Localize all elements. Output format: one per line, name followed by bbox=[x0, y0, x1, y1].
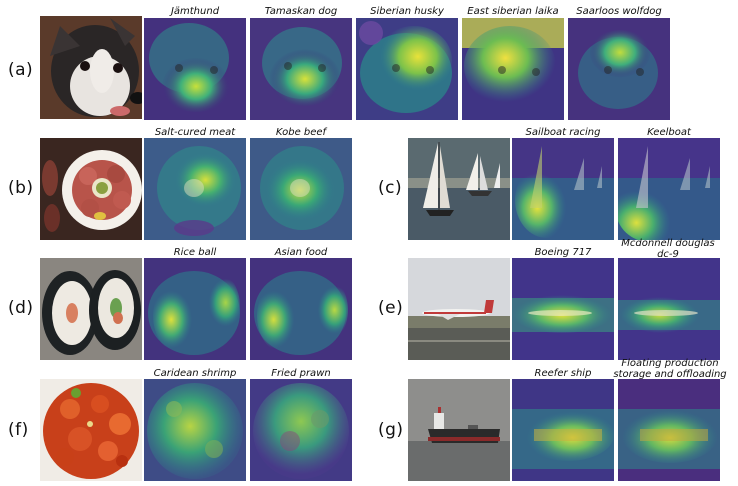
heatmap-caridean-shrimp bbox=[144, 379, 246, 481]
caption-caridean-shrimp: Caridean shrimp bbox=[153, 368, 237, 379]
caption-east-siberian-laika: East siberian laika bbox=[467, 6, 559, 17]
source-image-husky bbox=[40, 16, 142, 119]
panel-label-g: (g) bbox=[378, 420, 404, 440]
caption-boeing-717: Boeing 717 bbox=[534, 247, 592, 258]
caption-reefer-ship: Reefer ship bbox=[534, 368, 592, 379]
caption-floating-production-storage-and-offloading: Floating production storage and offloadi… bbox=[613, 358, 727, 380]
source-image-airplane bbox=[408, 258, 510, 360]
source-image-shrimp-dish bbox=[40, 379, 142, 481]
caption-keelboat: Keelboat bbox=[647, 127, 691, 138]
panel-label-c: (c) bbox=[378, 178, 403, 198]
caption-fried-prawn: Fried prawn bbox=[271, 368, 331, 379]
panel-label-b: (b) bbox=[8, 178, 34, 198]
source-image-meat-platter bbox=[40, 138, 142, 240]
heatmap-saarloos-wolfdog bbox=[568, 18, 670, 120]
caption-sailboat-racing: Sailboat racing bbox=[525, 127, 601, 138]
heatmap-fried-prawn bbox=[250, 379, 352, 481]
caption-jamthund: Jämthund bbox=[170, 6, 220, 17]
caption-kobe-beef: Kobe beef bbox=[275, 127, 327, 138]
panel-label-d: (d) bbox=[8, 298, 34, 318]
heatmap-asian-food bbox=[250, 258, 352, 360]
heatmap-jamthund bbox=[144, 18, 246, 120]
heatmap-kobe-beef bbox=[250, 138, 352, 240]
heatmap-east-siberian-laika bbox=[462, 18, 564, 120]
caption-salt-cured-meat: Salt-cured meat bbox=[154, 127, 236, 138]
caption-rice-ball: Rice ball bbox=[173, 247, 217, 258]
caption-asian-food: Asian food bbox=[274, 247, 328, 258]
heatmap-salt-cured-meat bbox=[144, 138, 246, 240]
heatmap-boeing-717 bbox=[512, 258, 614, 360]
caption-mcdonnell-douglas-dc-9: Mcdonnell douglas dc-9 bbox=[621, 238, 715, 260]
panel-label-a: (a) bbox=[8, 60, 34, 80]
heatmap-floating-production-storage-and-offloading bbox=[618, 379, 720, 481]
heatmap-mcdonnell-douglas-dc-9 bbox=[618, 258, 720, 360]
source-image-cargo-ship bbox=[408, 379, 510, 481]
caption-siberian-husky: Siberian husky bbox=[370, 6, 444, 17]
panel-label-e: (e) bbox=[378, 298, 404, 318]
heatmap-siberian-husky bbox=[356, 18, 458, 120]
caption-tamaskan-dog: Tamaskan dog bbox=[264, 6, 338, 17]
heatmap-keelboat bbox=[618, 138, 720, 240]
source-image-sushi-roll bbox=[40, 258, 142, 360]
heatmap-tamaskan-dog bbox=[250, 18, 352, 120]
heatmap-reefer-ship bbox=[512, 379, 614, 481]
panel-label-f: (f) bbox=[8, 420, 29, 440]
heatmap-rice-ball bbox=[144, 258, 246, 360]
source-image-sailboats bbox=[408, 138, 510, 240]
caption-saarloos-wolfdog: Saarloos wolfdog bbox=[576, 6, 662, 17]
heatmap-sailboat-racing bbox=[512, 138, 614, 240]
